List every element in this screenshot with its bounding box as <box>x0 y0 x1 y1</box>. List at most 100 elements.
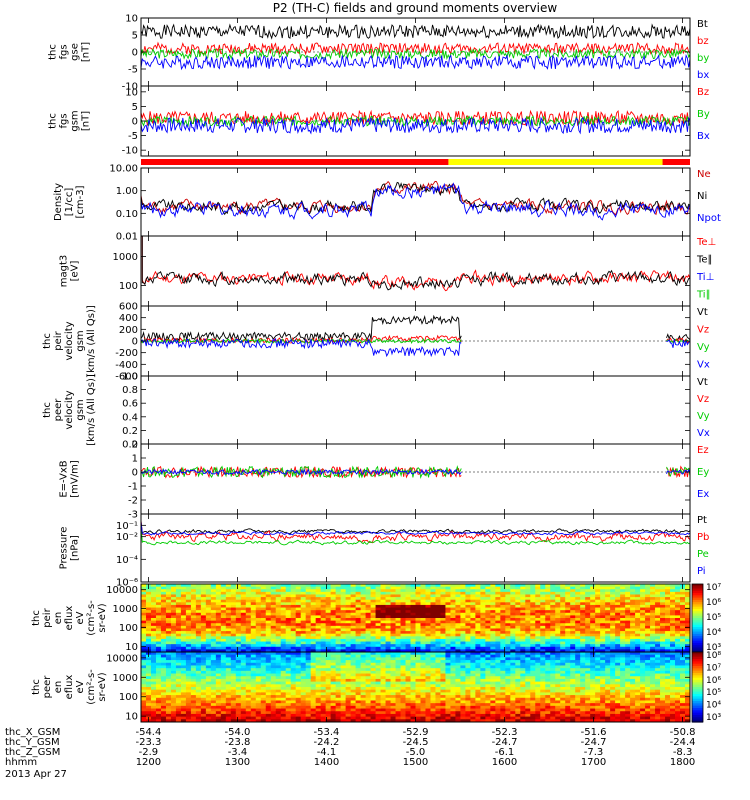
colorbar-tick-label: 10⁶ <box>706 598 721 608</box>
legend-entry: Ti∥ <box>696 290 711 301</box>
orbit-value: -24.2 <box>314 737 340 748</box>
legend-entry: Te⊥ <box>696 237 716 248</box>
y-tick-label: 1000 <box>113 673 138 684</box>
colorbar-tick-label: 10³ <box>706 713 721 723</box>
legend-entry: Npot <box>697 213 721 224</box>
legend-entry: Pt <box>697 515 707 526</box>
y-tick-label: 0.4 <box>122 412 138 423</box>
panel-efield: 2 1 0 -1 -2 -3 E=-VxB [mV/m] Ez Ey Ex <box>59 440 710 521</box>
series-line-efield-2 <box>141 468 690 476</box>
y-tick-label: 100 <box>119 281 138 292</box>
y-tick-label: 100 <box>119 623 138 634</box>
y-tick-label: 2 <box>132 440 138 451</box>
orbit-table: thc_X_GSM -54.4 -54.0 -53.4 -52.9 -52.3 -51.6-… <box>5 727 696 780</box>
legend-entry: bz <box>697 36 709 47</box>
orbit-value: 1400 <box>314 757 339 768</box>
y-axis-label: fgs <box>59 113 70 128</box>
y-tick-label: 0.8 <box>122 385 138 396</box>
y-tick-label: -5 <box>128 65 138 76</box>
y-tick-label: 400 <box>119 313 138 324</box>
y-axis-label: peer <box>42 675 53 699</box>
y-axis-label: sr-eV) <box>97 672 108 701</box>
series-line-pressure-0 <box>141 521 690 535</box>
y-axis-label: eflux <box>64 675 75 700</box>
y-axis-label: [nT] <box>81 42 92 62</box>
y-axis-label: [eV] <box>70 261 81 282</box>
orbit-value: -24.5 <box>403 737 429 748</box>
colorbar-tick-label: 10⁵ <box>706 613 721 623</box>
series-line-pressure-3 <box>141 521 690 536</box>
y-axis-label: thc <box>42 402 53 418</box>
panel-fgs_gsm: 10 5 0 -5 -10 thc fgs gsm [nT] Bz By Bx <box>48 85 710 157</box>
colorbar-peer_spec: 10⁸ 10⁷ 10⁶ 10⁵ 10⁴ 10³ <box>691 651 721 723</box>
y-tick-label: 0 <box>132 337 138 348</box>
legend-entry: Ex <box>697 489 709 500</box>
orbit-value: -3.4 <box>228 747 248 758</box>
legend-entry: Vt <box>697 307 708 318</box>
y-axis-label: Density <box>53 183 64 221</box>
orbit-value: -24.7 <box>581 737 607 748</box>
legend-entry: bx <box>697 70 709 81</box>
colorbar-tick-label: 10⁴ <box>706 628 721 638</box>
y-axis-label: thc <box>31 610 42 626</box>
orbit-value: -7.3 <box>584 747 604 758</box>
series-line-fgs_gsm-2 <box>141 116 690 135</box>
legend-entry: Pb <box>697 532 709 543</box>
y-axis-label: [1/cc] <box>64 188 75 217</box>
y-axis-label: (cm²-s- <box>86 669 97 705</box>
orbit-value: -2.9 <box>139 747 159 758</box>
orbit-value: -5.0 <box>406 747 426 758</box>
series-line-density-2 <box>141 182 690 221</box>
series-line-fgs_gsm-0 <box>141 109 690 127</box>
y-tick-label: 10000 <box>106 585 138 596</box>
orbit-value: -23.8 <box>225 737 251 748</box>
series-line-density-1 <box>141 181 690 216</box>
series-line-temp-0 <box>141 236 690 292</box>
y-tick-label: 5 <box>132 31 138 42</box>
y-tick-label: 10⁻¹ <box>116 521 138 532</box>
series-line-efield-1 <box>141 465 690 479</box>
y-axis-label: gsm <box>75 330 86 351</box>
legend-entry: by <box>697 53 709 64</box>
orbit-row-label: thc_Y_GSM <box>5 737 60 748</box>
panel-peir_spec: 10000 1000 100 10 thc peir en eflux eV (cm²-s-sr-… <box>31 583 691 653</box>
orbit-value: -23.3 <box>135 737 161 748</box>
y-tick-label: 10000 <box>106 653 138 664</box>
y-axis-label: eflux <box>64 606 75 631</box>
panel-fgs: 10 5 0 -5 -10 thc fgs gse [nT] Bt bz by bx <box>48 14 710 93</box>
orbit-row-label: hhmm <box>5 757 37 768</box>
chart-title: P2 (TH-C) fields and ground moments over… <box>272 1 558 15</box>
y-axis-label: magt3 <box>59 255 70 288</box>
date-label: 2013 Apr 27 <box>5 769 67 780</box>
y-axis-label: E=-VxB <box>59 460 70 497</box>
panel-peer_spec: 10000 1000 100 10 thc peer en eflux eV (cm²-s-sr-… <box>31 651 691 723</box>
y-tick-label: 10⁻⁶ <box>116 578 138 589</box>
orbit-value: 1600 <box>492 757 517 768</box>
y-tick-label: -1 <box>128 482 138 493</box>
y-tick-label: 0 <box>132 468 138 479</box>
y-axis-label: (cm²-s- <box>86 600 97 636</box>
y-tick-label: 0 <box>132 48 138 59</box>
y-axis-label: peir <box>53 330 64 350</box>
y-axis-label: gsm <box>75 399 86 420</box>
y-tick-label: 200 <box>119 325 138 336</box>
legend-entry: Te∥ <box>696 255 713 266</box>
y-axis-label: [mV/m] <box>70 460 81 498</box>
y-axis-label: gse <box>70 43 81 61</box>
legend-entry: Bz <box>697 87 709 98</box>
legend-entry: Vz <box>697 394 709 405</box>
orbit-value: -52.9 <box>403 727 429 738</box>
y-axis-label: thc <box>42 333 53 349</box>
y-tick-label: 1000 <box>113 604 138 615</box>
y-axis-label: [nPa] <box>70 535 81 561</box>
orbit-value: -4.1 <box>317 747 337 758</box>
orbit-value: -8.3 <box>673 747 693 758</box>
y-tick-label: 0.10 <box>116 209 138 220</box>
y-tick-label: 0.2 <box>122 426 138 437</box>
series-line-fgs-0 <box>141 23 690 40</box>
y-axis-label: [nT] <box>81 111 92 131</box>
series-line-temp-1 <box>141 236 690 291</box>
y-axis-label: en <box>53 681 64 694</box>
legend-entry: Vy <box>697 342 710 353</box>
